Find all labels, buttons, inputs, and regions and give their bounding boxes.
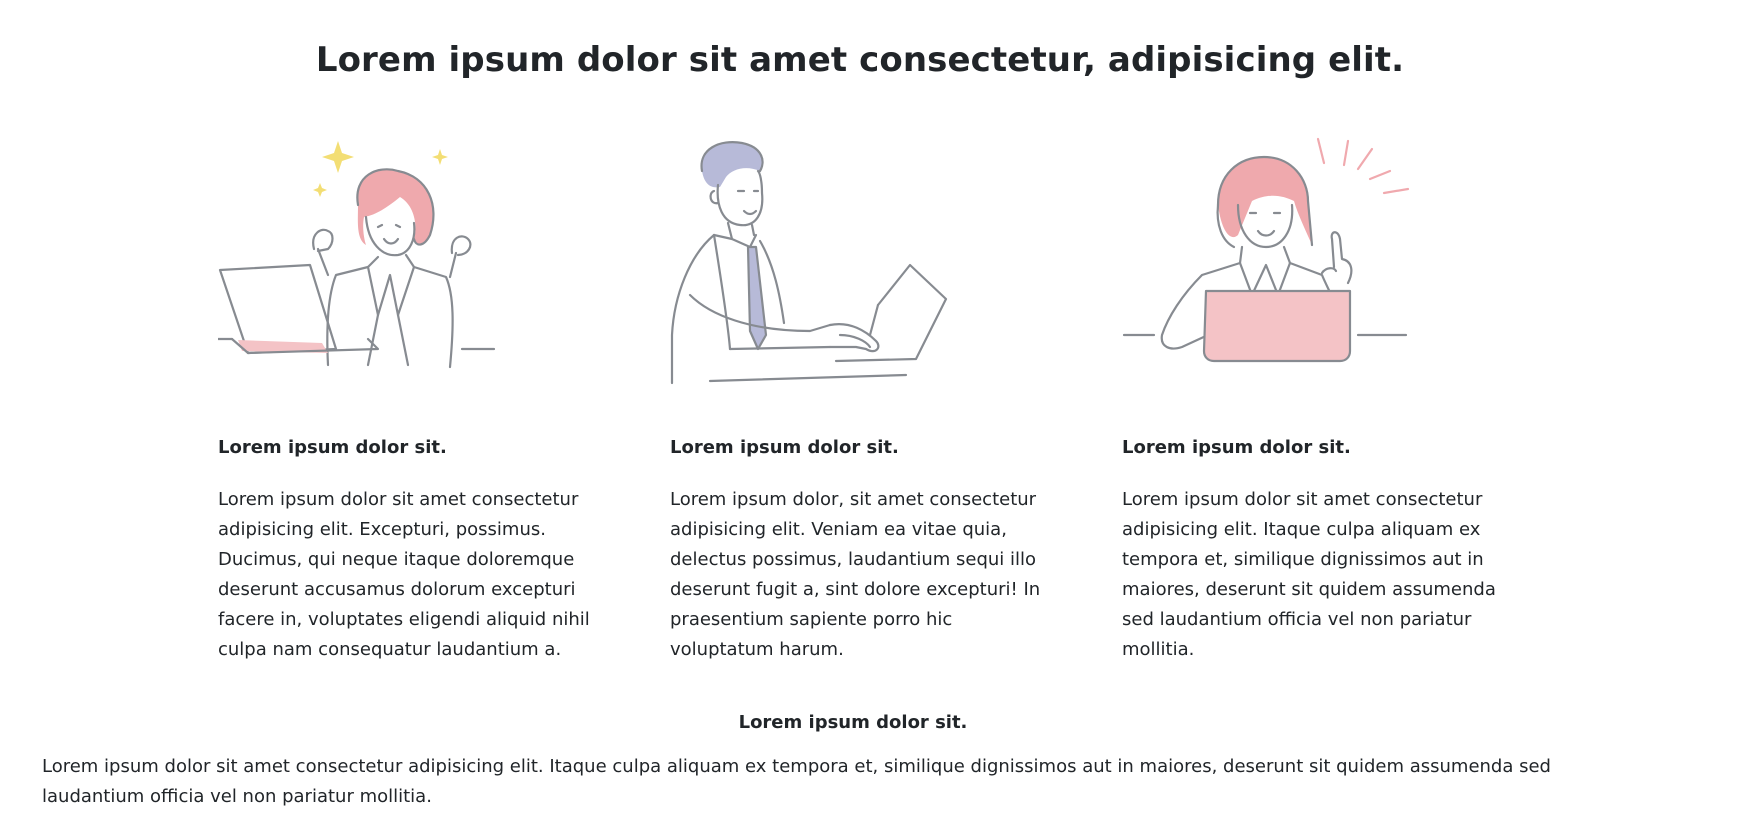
feature-title: Lorem ipsum dolor sit. (218, 437, 447, 458)
woman-idea-laptop-icon (1122, 137, 1410, 363)
bottom-section-title: Lorem ipsum dolor sit. (738, 712, 968, 733)
man-typing-laptop-icon (670, 141, 948, 385)
feature-text: Lorem ipsum dolor sit amet consectetur a… (218, 489, 590, 660)
feature-title: Lorem ipsum dolor sit. (670, 437, 899, 458)
feature-card: Lorem ipsum dolor sit. Lorem ipsum dolor… (670, 135, 1046, 665)
feature-card: Lorem ipsum dolor sit. Lorem ipsum dolor… (218, 135, 594, 665)
feature-title: Lorem ipsum dolor sit. (1122, 437, 1351, 458)
bottom-section-text: Lorem ipsum dolor sit amet consectetur a… (42, 756, 1551, 807)
features-row: Lorem ipsum dolor sit. Lorem ipsum dolor… (218, 135, 1538, 665)
page-title: Lorem ipsum dolor sit amet consectetur, … (315, 40, 1405, 80)
woman-celebrating-laptop-icon (218, 141, 496, 369)
feature-card: Lorem ipsum dolor sit. Lorem ipsum dolor… (1122, 135, 1498, 665)
feature-text: Lorem ipsum dolor, sit amet consectetur … (670, 489, 1041, 660)
feature-text: Lorem ipsum dolor sit amet consectetur a… (1122, 489, 1496, 660)
